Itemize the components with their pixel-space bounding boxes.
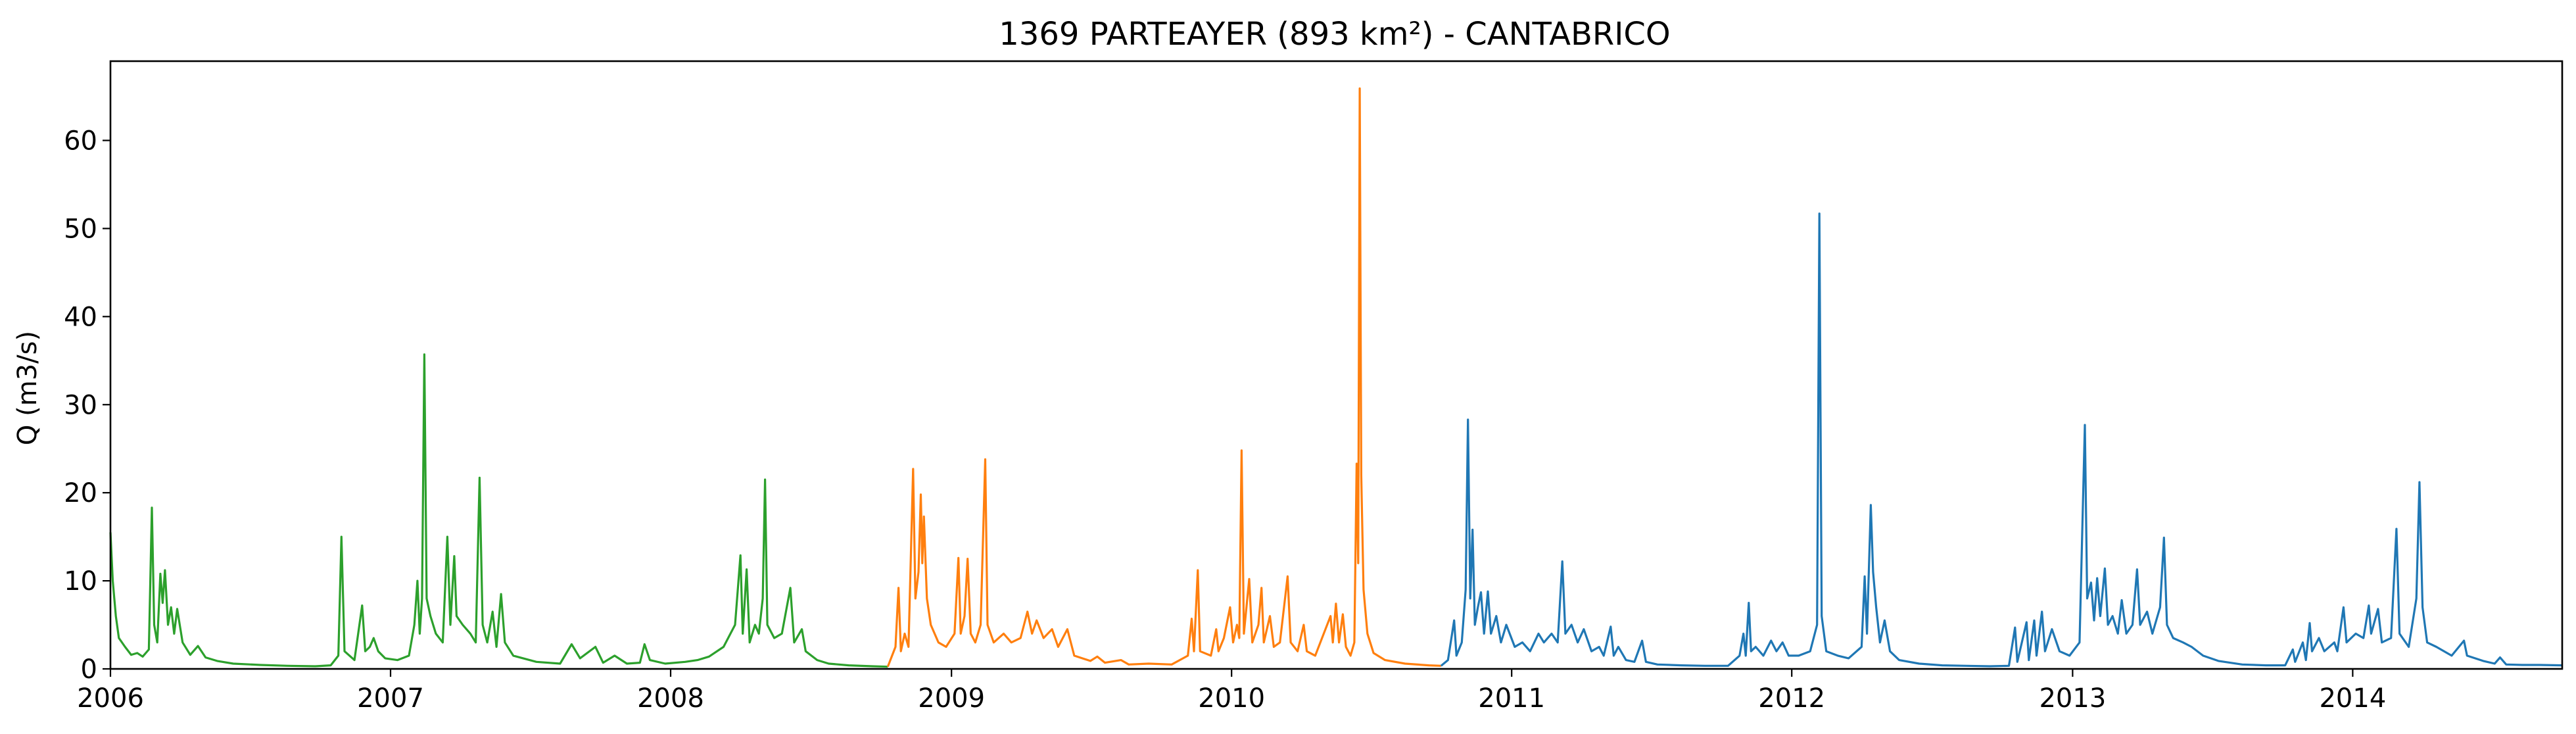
x-tick-label: 2006 [77, 683, 144, 714]
x-tick-label: 2011 [1478, 683, 1545, 714]
y-axis-ticks: 0 10 20 30 40 50 60 [64, 126, 110, 685]
series-line-1 [109, 353, 888, 668]
x-tick-label: 2008 [637, 683, 704, 714]
x-tick-label: 2009 [918, 683, 985, 714]
x-tick-label: 2010 [1198, 683, 1265, 714]
y-axis-title: Q (m3/s) [12, 331, 43, 445]
series-line-3 [1440, 212, 2563, 668]
x-tick-label: 2007 [357, 683, 424, 714]
y-tick-label: 20 [64, 478, 97, 508]
y-tick-label: 40 [64, 302, 97, 332]
series-line-2 [886, 87, 1441, 668]
x-tick-label: 2013 [2039, 683, 2106, 714]
plot-frame [109, 60, 2564, 670]
chart-title: 1369 PARTEAYER (893 km²) - CANTABRICO [999, 16, 1670, 53]
x-tick-label: 2014 [2319, 683, 2386, 714]
x-tick-label: 2012 [1758, 683, 1825, 714]
y-tick-label: 50 [64, 214, 97, 244]
y-tick-label: 0 [81, 654, 97, 685]
series-group [109, 87, 2563, 668]
x-axis-ticks: 2006 2007 2008 2009 2010 2011 2012 2013 2014 [77, 669, 2386, 714]
y-tick-label: 30 [64, 390, 97, 420]
y-tick-label: 10 [64, 566, 97, 597]
y-tick-label: 60 [64, 126, 97, 157]
